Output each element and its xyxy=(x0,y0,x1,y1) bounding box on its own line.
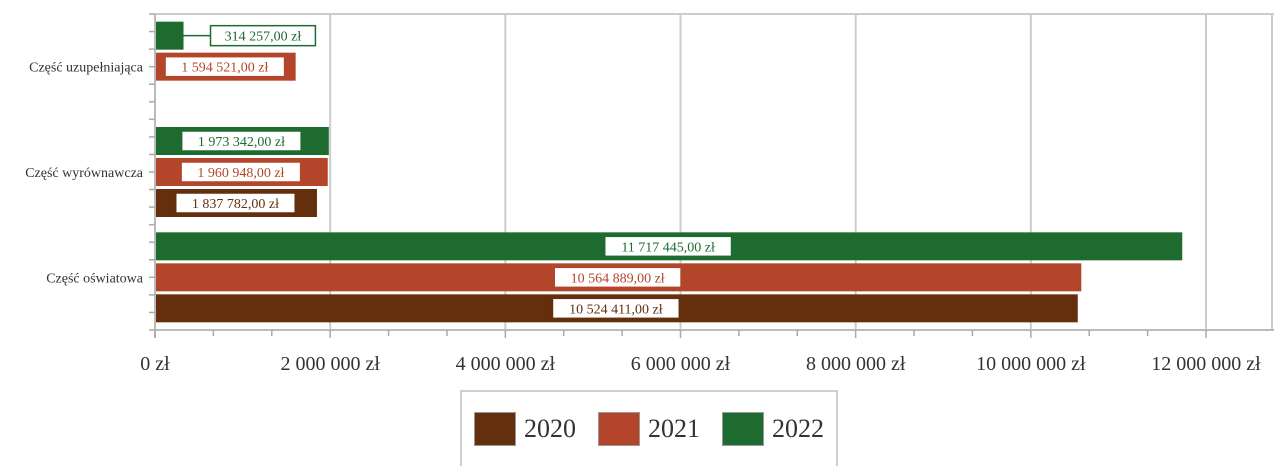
bar-2022 xyxy=(156,21,184,50)
legend-item-2020: 2020 xyxy=(474,412,576,446)
data-label-2022: 1 973 342,00 zł xyxy=(198,135,285,150)
x-tick-label: 8 000 000 zł xyxy=(806,353,906,375)
x-tick-label: 6 000 000 zł xyxy=(631,353,731,375)
x-tick-label: 0 zł xyxy=(140,353,170,375)
legend-label-2021: 2021 xyxy=(648,414,700,443)
category-label: Część wyrównawcza xyxy=(25,166,144,181)
x-tick-label: 12 000 000 zł xyxy=(1151,353,1261,375)
legend-label-2022: 2022 xyxy=(772,414,824,443)
data-label-box xyxy=(553,266,682,289)
legend-swatch-2021 xyxy=(598,412,640,446)
data-label-box xyxy=(164,55,286,78)
data-label-2020: 1 837 782,00 zł xyxy=(192,197,279,212)
data-label-box xyxy=(209,24,317,47)
legend-swatch-2020 xyxy=(474,412,516,446)
data-label-2021: 10 564 889,00 zł xyxy=(571,271,665,286)
legend-swatch-2022 xyxy=(722,412,764,446)
data-label-box xyxy=(174,192,296,214)
data-label-box xyxy=(603,235,733,258)
data-label-box xyxy=(180,130,302,152)
data-label-2021: 1 594 521,00 zł xyxy=(181,61,268,76)
category-label: Część oświatowa xyxy=(46,271,144,286)
legend: 2020 2021 2022 xyxy=(460,390,838,466)
legend-label-2020: 2020 xyxy=(524,414,576,443)
data-label-2021: 1 960 948,00 zł xyxy=(197,166,284,181)
legend-item-2021: 2021 xyxy=(598,412,700,446)
x-tick-label: 2 000 000 zł xyxy=(280,353,380,375)
data-label-2022: 11 717 445,00 zł xyxy=(621,240,715,255)
data-label-box xyxy=(180,161,302,183)
category-label: Część uzupełniająca xyxy=(29,61,144,76)
data-label-box xyxy=(551,297,681,320)
x-tick-label: 10 000 000 zł xyxy=(976,353,1086,375)
data-label-2020: 10 524 411,00 zł xyxy=(569,302,663,317)
bar-chart: 0 zł 2 000 000 zł 4 000 000 zł 6 000 000 zł… xyxy=(25,13,1274,375)
data-label-2022: 314 257,00 zł xyxy=(225,30,302,45)
x-tick-label: 4 000 000 zł xyxy=(456,353,556,375)
legend-item-2022: 2022 xyxy=(722,412,824,446)
